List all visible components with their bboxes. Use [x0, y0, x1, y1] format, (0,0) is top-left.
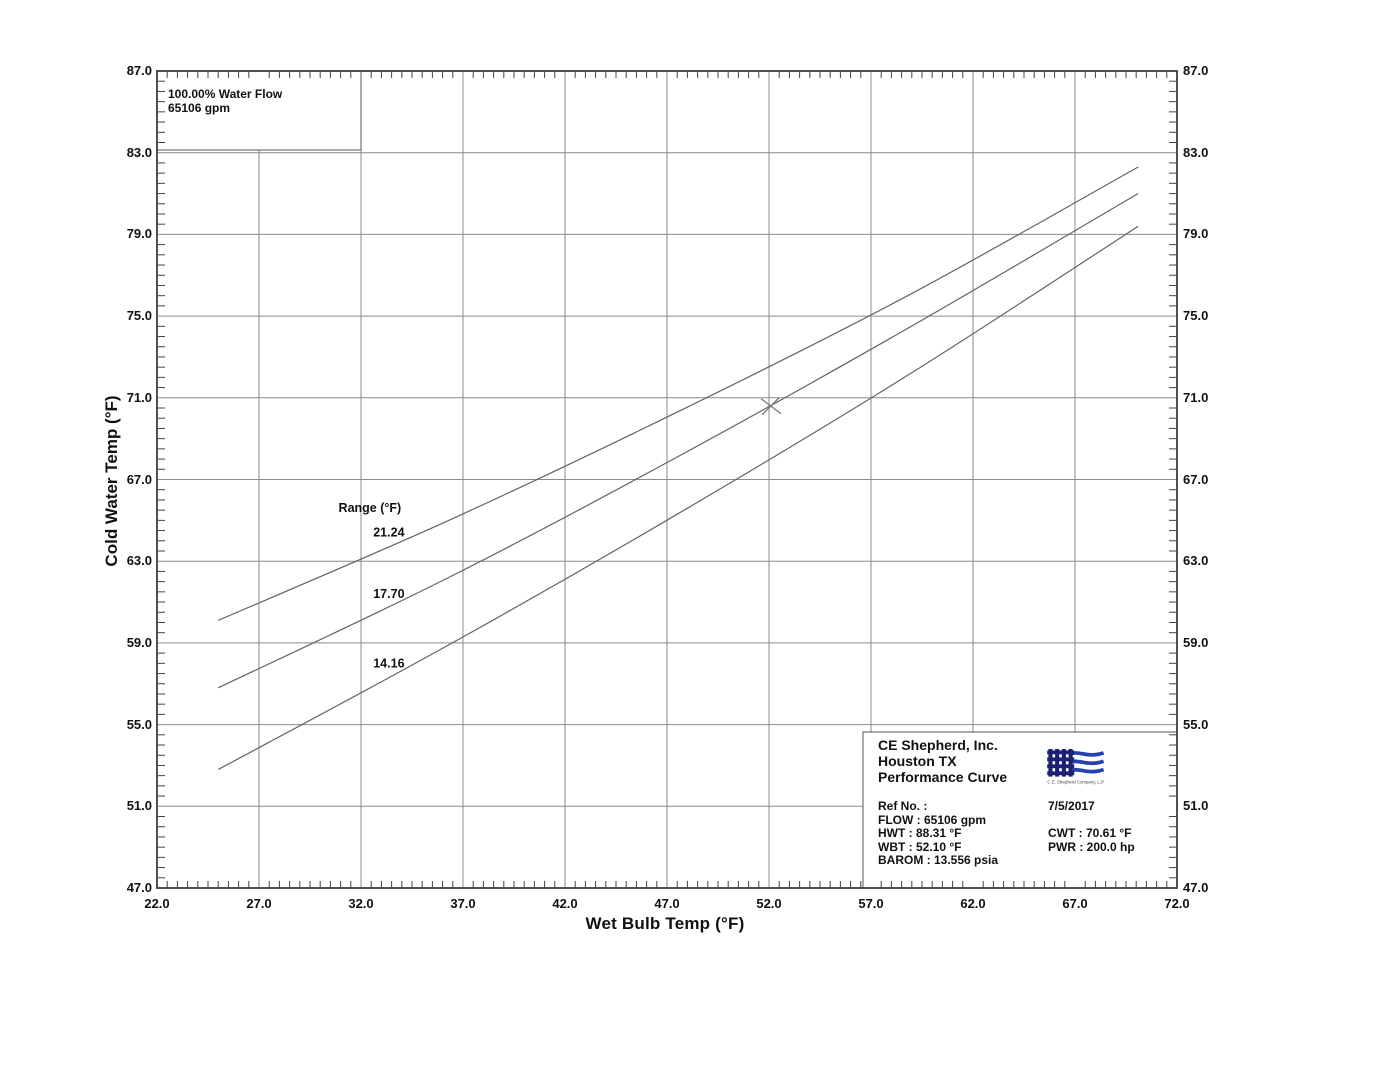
y-tick-label-left-59.0: 59.0 — [126, 634, 152, 650]
water-flow-gpm-label: 65106 gpm — [168, 101, 231, 115]
x-tick-label-37.0: 37.0 — [450, 896, 476, 911]
x-tick-label-47.0: 47.0 — [654, 896, 680, 911]
info-right-line-3: PWR : 200.0 hp — [1048, 839, 1135, 854]
chart-title: Performance Curve — [878, 769, 1008, 785]
design-point-marker — [760, 397, 782, 416]
y-tick-label-right-55.0: 55.0 — [1183, 716, 1209, 732]
water-flow-legend: 100.00% Water Flow 65106 gpm — [168, 87, 282, 115]
y-tick-label-right-63.0: 63.0 — [1183, 553, 1209, 569]
company-city: Houston TX — [878, 753, 957, 769]
range-curve-17.70 — [217, 192, 1139, 689]
logo-weave-icon — [1047, 749, 1075, 777]
y-tick-label-right-67.0: 67.0 — [1183, 471, 1209, 487]
info-left-line-1: FLOW : 65106 gpm — [878, 812, 987, 827]
y-tick-label-left-55.0: 55.0 — [126, 716, 152, 732]
y-tick-label-left-83.0: 83.0 — [126, 144, 152, 160]
y-tick-label-left-75.0: 75.0 — [126, 308, 152, 324]
x-tick-label-67.0: 67.0 — [1062, 896, 1088, 911]
y-tick-label-left-87.0: 87.0 — [126, 63, 152, 78]
range-label-14.16: 14.16 — [373, 656, 404, 670]
water-flow-percent-label: 100.00% Water Flow — [168, 87, 283, 101]
y-tick-label-left-71.0: 71.0 — [126, 389, 152, 405]
x-tick-label-27.0: 27.0 — [246, 896, 272, 911]
range-curve-14.16 — [217, 225, 1139, 771]
company-name: CE Shepherd, Inc. — [878, 737, 998, 753]
info-left-line-4: BAROM : 13.556 psia — [878, 853, 999, 867]
range-label-21.24: 21.24 — [373, 526, 404, 540]
info-right-line-1 — [1048, 814, 1135, 828]
x-tick-label-72.0: 72.0 — [1164, 896, 1190, 911]
x-tick-label-57.0: 57.0 — [858, 896, 884, 911]
y-tick-label-right-51.0: 51.0 — [1183, 798, 1209, 814]
y-tick-label-right-79.0: 79.0 — [1183, 226, 1209, 242]
info-right-column: 7/5/2017 CWT : 70.61 °F PWR : 200.0 hp — [1048, 799, 1135, 854]
y-tick-label-left-63.0: 63.0 — [126, 553, 152, 569]
x-tick-label-22.0: 22.0 — [144, 896, 170, 911]
x-tick-label-52.0: 52.0 — [756, 896, 782, 911]
y-tick-label-left-79.0: 79.0 — [126, 226, 152, 242]
x-tick-label-32.0: 32.0 — [348, 896, 374, 911]
plot-border — [156, 70, 1178, 889]
info-left-line-3: WBT : 52.10 °F — [878, 839, 962, 854]
info-left-column: Ref No. : FLOW : 65106 gpm HWT : 88.31 °F W… — [878, 799, 999, 868]
y-tick-label-right-59.0: 59.0 — [1183, 634, 1209, 650]
info-right-line-2: CWT : 70.61 °F — [1048, 826, 1132, 840]
range-label-title: Range (°F) — [339, 501, 402, 515]
range-label-17.70: 17.70 — [373, 587, 404, 601]
y-tick-label-right-47.0: 47.0 — [1183, 880, 1209, 895]
x-axis-title: Wet Bulb Temp (°F) — [585, 914, 745, 933]
range-curve-21.24 — [217, 166, 1139, 621]
info-box: CE Shepherd, Inc. Houston TX Performance… — [878, 737, 1173, 867]
x-tick-label-42.0: 42.0 — [552, 896, 578, 911]
y-tick-label-right-83.0: 83.0 — [1183, 144, 1209, 160]
logo-waves-icon — [1069, 751, 1105, 774]
info-right-line-0: 7/5/2017 — [1048, 799, 1095, 813]
y-tick-label-left-51.0: 51.0 — [126, 798, 152, 814]
info-left-line-0: Ref No. : — [878, 799, 928, 813]
logo-caption: C.E. Shepherd Company, L.P. — [1047, 779, 1104, 784]
info-left-line-2: HWT : 88.31 °F — [878, 826, 962, 840]
x-tick-label-62.0: 62.0 — [960, 896, 986, 911]
y-tick-label-left-47.0: 47.0 — [126, 880, 152, 895]
info-box-frame — [862, 731, 1178, 889]
y-tick-label-right-75.0: 75.0 — [1183, 308, 1209, 324]
y-tick-label-right-71.0: 71.0 — [1183, 389, 1209, 405]
y-tick-label-right-87.0: 87.0 — [1183, 63, 1209, 78]
y-tick-label-left-67.0: 67.0 — [126, 471, 152, 487]
company-logo: C.E. Shepherd Company, L.P. — [1047, 749, 1105, 784]
